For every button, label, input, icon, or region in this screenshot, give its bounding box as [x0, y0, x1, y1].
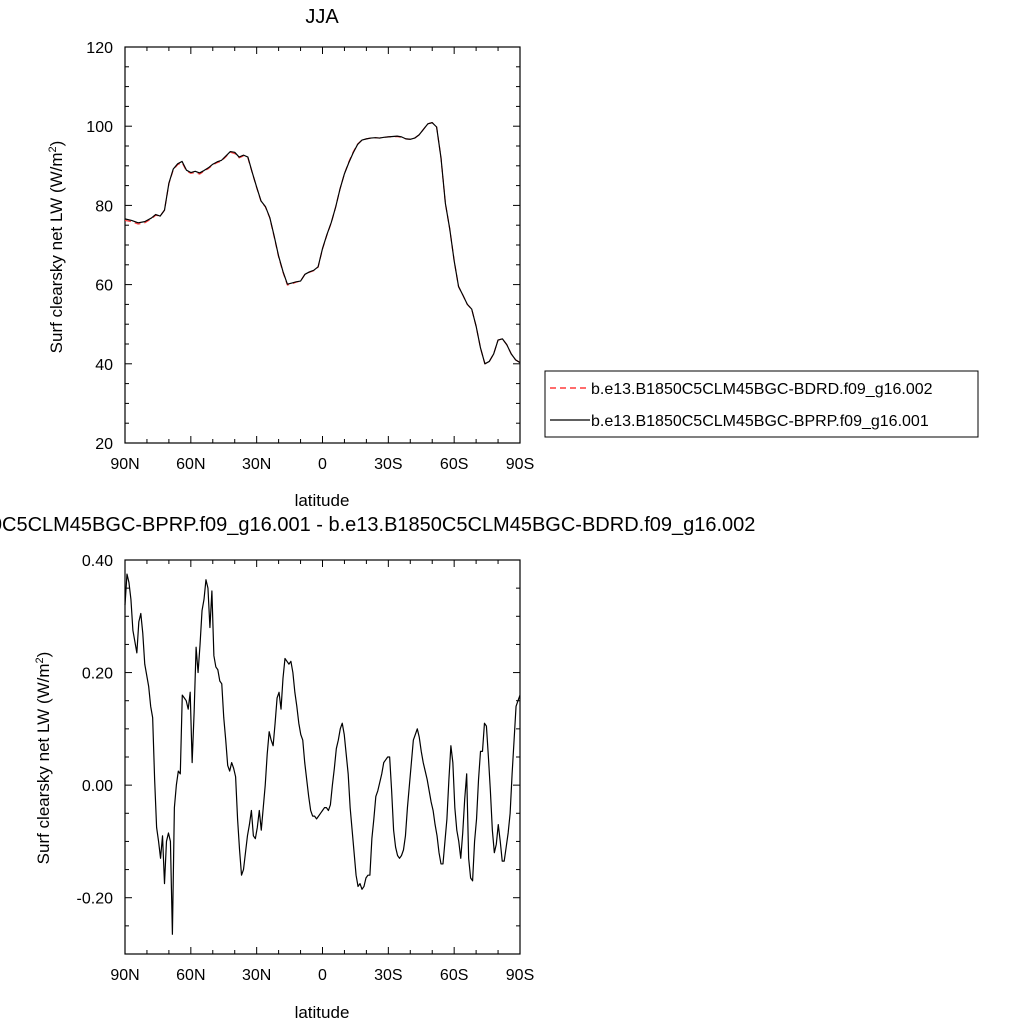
bottom-x-tick-label: 90S: [506, 967, 534, 984]
bottom-x-tick-label: 30S: [374, 967, 402, 984]
bottom-x-tick-label: 60S: [440, 967, 468, 984]
legend: b.e13.B1850C5CLM45BGC-BDRD.f09_g16.002 b…: [544, 370, 979, 438]
top-series-line-1: [124, 122, 521, 365]
bottom-x-tick-label: 90N: [110, 967, 139, 984]
top-y-tick-label: 80: [95, 198, 113, 215]
top-x-tick-label: 60S: [440, 456, 468, 473]
bottom-plot-area: 90N 60N 30N 0 30S 60S 90S -0.20 0.00 0.20 0.40: [77, 553, 535, 984]
top-x-tick-label: 0: [318, 456, 327, 473]
top-x-tick-label: 90S: [506, 456, 534, 473]
top-chart-title: JJA: [305, 6, 339, 28]
bottom-y-tick-label: -0.20: [77, 891, 114, 908]
legend-label-bprp: b.e13.B1850C5CLM45BGC-BPRP.f09_g16.001: [591, 413, 929, 430]
bottom-y-tick-label: 0.20: [82, 666, 113, 683]
legend-box: [544, 370, 979, 438]
bottom-x-tick-label: 60N: [176, 967, 205, 984]
top-x-tick-label: 90N: [110, 456, 139, 473]
bottom-chart-title: b.e13.B1850C5CLM45BGC-BPRP.f09_g16.001 -…: [0, 514, 755, 536]
bottom-plot-frame: [124, 559, 521, 955]
top-x-axis-label: latitude: [295, 491, 350, 510]
bottom-y-tick-label: 0.40: [82, 553, 113, 570]
top-plot-frame: [124, 46, 521, 444]
top-y-axis-label: Surf clearsky net LW (W/m2): [47, 141, 66, 354]
top-y-tick-label: 60: [95, 278, 113, 295]
top-y-tick-label: 20: [95, 436, 113, 453]
bottom-y-tick-label: 0.00: [82, 778, 113, 795]
bottom-y-axis-label: Surf clearsky net LW (W/m2): [34, 652, 53, 865]
top-y-tick-label: 40: [95, 357, 113, 374]
legend-label-bdrd: b.e13.B1850C5CLM45BGC-BDRD.f09_g16.002: [591, 381, 933, 398]
top-y-tick-label: 120: [86, 40, 113, 57]
bottom-x-axis-label: latitude: [295, 1003, 350, 1022]
bottom-x-tick-label: 0: [318, 967, 327, 984]
bottom-series-line-0: [124, 573, 521, 935]
top-y-tick-label: 100: [86, 119, 113, 136]
top-x-tick-label: 30S: [374, 456, 402, 473]
top-x-tick-label: 30N: [242, 456, 271, 473]
top-x-tick-label: 60N: [176, 456, 205, 473]
bottom-x-tick-label: 30N: [242, 967, 271, 984]
top-series-line-0: [124, 122, 521, 365]
top-plot-area: 90N 60N 30N 0 30S 60S 90S 20 40 60 80 100 120: [86, 40, 534, 473]
